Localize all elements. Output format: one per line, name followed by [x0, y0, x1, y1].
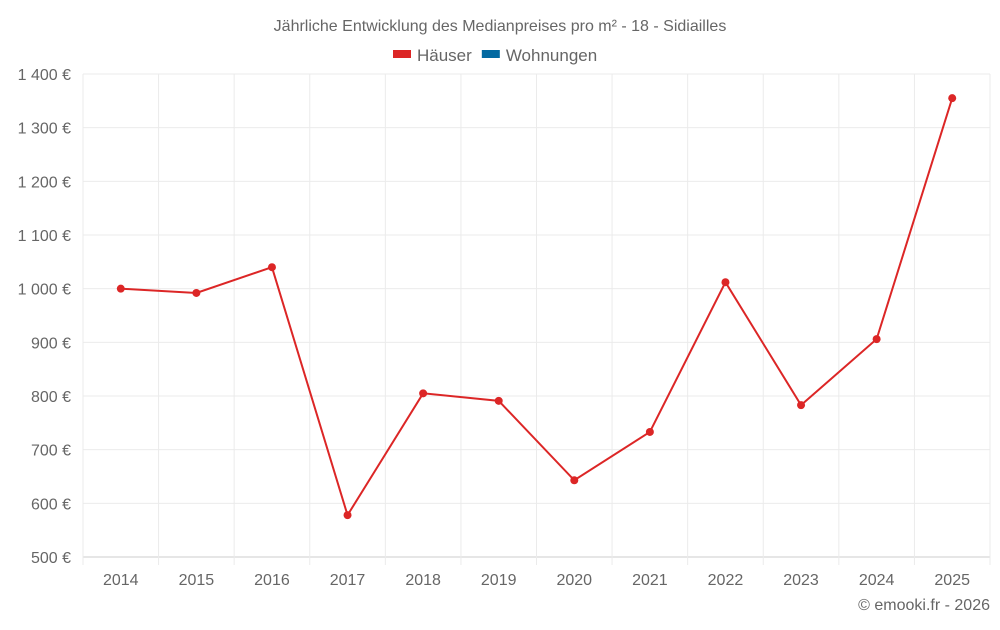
y-tick-label: 700 € [31, 443, 71, 460]
series-line [120, 97, 954, 518]
x-tick-label: 2022 [708, 572, 744, 589]
y-tick-label: 1 300 € [18, 121, 71, 138]
y-tick-label: 1 000 € [18, 282, 71, 299]
x-tick-label: 2015 [179, 572, 215, 589]
x-tick-label: 2019 [481, 572, 517, 589]
legend-swatch [481, 50, 500, 58]
credit: © emooki.fr - 2026 [858, 597, 990, 614]
data-point[interactable] [343, 511, 352, 520]
y-tick-label: 1 200 € [18, 174, 71, 191]
data-point[interactable] [645, 427, 654, 436]
data-point[interactable] [494, 396, 503, 405]
data-point[interactable] [570, 476, 579, 485]
x-tick-label: 2024 [859, 572, 895, 589]
data-point[interactable] [872, 335, 881, 344]
data-point[interactable] [721, 278, 730, 287]
legend-label[interactable]: Häuser [417, 46, 472, 65]
x-tick-label: 2018 [405, 572, 441, 589]
y-tick-label: 1 100 € [18, 228, 71, 245]
y-tick-label: 500 € [31, 550, 71, 567]
x-tick-label: 2017 [330, 572, 366, 589]
x-tick-label: 2023 [783, 572, 819, 589]
chart-title: Jährliche Entwicklung des Medianpreises … [274, 18, 727, 35]
data-point[interactable] [192, 288, 201, 297]
data-point[interactable] [267, 263, 276, 272]
y-tick-label: 1 400 € [18, 67, 71, 84]
legend-swatch [393, 50, 411, 58]
data-point[interactable] [116, 284, 125, 293]
legend-label[interactable]: Wohnungen [506, 46, 597, 65]
data-point[interactable] [419, 389, 428, 398]
y-tick-label: 800 € [31, 389, 71, 406]
x-tick-label: 2016 [254, 572, 290, 589]
x-tick-label: 2014 [103, 572, 139, 589]
x-tick-label: 2025 [934, 572, 970, 589]
y-tick-label: 600 € [31, 496, 71, 513]
x-tick-label: 2020 [556, 572, 592, 589]
y-tick-label: 900 € [31, 335, 71, 352]
data-point[interactable] [797, 401, 806, 410]
data-point[interactable] [948, 94, 957, 103]
x-tick-label: 2021 [632, 572, 668, 589]
